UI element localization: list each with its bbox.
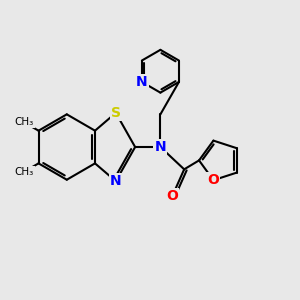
Text: CH₃: CH₃ [15, 118, 34, 128]
Text: CH₃: CH₃ [15, 167, 34, 177]
Text: S: S [111, 106, 121, 120]
Text: N: N [154, 140, 166, 154]
Text: O: O [167, 189, 178, 203]
Text: N: N [110, 174, 122, 188]
Text: N: N [136, 75, 148, 89]
Text: O: O [208, 173, 219, 187]
